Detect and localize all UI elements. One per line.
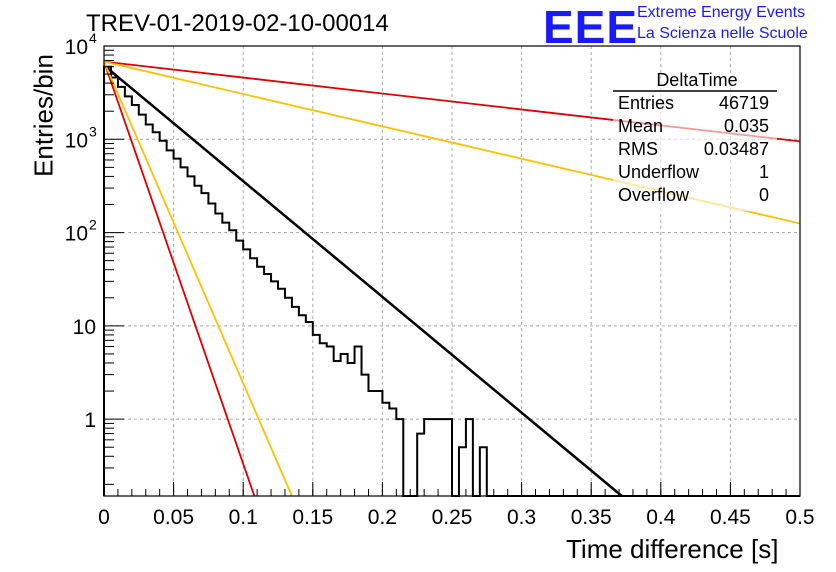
eee-logo-line-1: Extreme Energy Events [637, 4, 806, 21]
y-axis-label: Entries/bin [28, 54, 59, 177]
x-tick-label: 0.05 [153, 506, 194, 529]
y-tick-exponent: 3 [89, 123, 97, 139]
axes: 0 0.05 0.1 0.15 0.2 0.25 0.3 0.35 0.4 0.45 0.51101… [65, 30, 815, 529]
stats-row-value: 0.03487 [704, 139, 769, 159]
y-tick-label: 10 [73, 316, 96, 339]
fit-line-yellow-fast [103, 61, 293, 497]
y-tick-label: 10 [65, 36, 88, 59]
y-tick-label: 10 [65, 129, 88, 152]
y-tick-label: 10 [65, 223, 88, 246]
x-tick-label: 0.15 [292, 506, 333, 529]
stats-box-title: DeltaTime [656, 70, 737, 90]
stats-row-value: 0.035 [724, 116, 769, 136]
x-tick-label: 0.5 [785, 506, 814, 529]
x-tick-label: 0 [98, 506, 110, 529]
stats-row-value: 1 [759, 162, 769, 182]
plot-frame [103, 45, 801, 497]
x-tick-label: 0.45 [710, 506, 751, 529]
x-tick-label: 0.35 [571, 506, 612, 529]
stats-row-label: Mean [618, 116, 663, 136]
stats-row-label: Entries [618, 93, 674, 113]
stats-row-value: 0 [759, 185, 769, 205]
stats-row-label: RMS [618, 139, 658, 159]
stats-row-label: Underflow [618, 162, 700, 182]
eee-logo-mark: EEE [543, 1, 639, 53]
y-tick-label: 1 [84, 409, 96, 432]
plot-title: TREV-01-2019-02-10-00014 [86, 10, 389, 37]
y-tick-exponent: 4 [89, 30, 97, 46]
stats-row-value: 46719 [719, 93, 769, 113]
eee-logo-line-2: La Scienza nelle Scuole [637, 25, 808, 42]
x-axis-label: Time difference [s] [566, 534, 779, 564]
stats-row-label: Overflow [618, 185, 690, 205]
fit-line-red-fast [103, 61, 256, 497]
x-tick-label: 0.4 [646, 506, 676, 529]
x-tick-label: 0.25 [432, 506, 473, 529]
x-tick-label: 0.2 [368, 506, 397, 529]
fit-line-black [103, 64, 623, 497]
x-tick-label: 0.1 [229, 506, 258, 529]
stats-box-background [613, 78, 777, 211]
x-tick-label: 0.3 [507, 506, 536, 529]
y-tick-exponent: 2 [89, 217, 97, 233]
stats-box: DeltaTime Entries 46719 Mean 0.035 RMS 0.03487… [613, 70, 777, 211]
